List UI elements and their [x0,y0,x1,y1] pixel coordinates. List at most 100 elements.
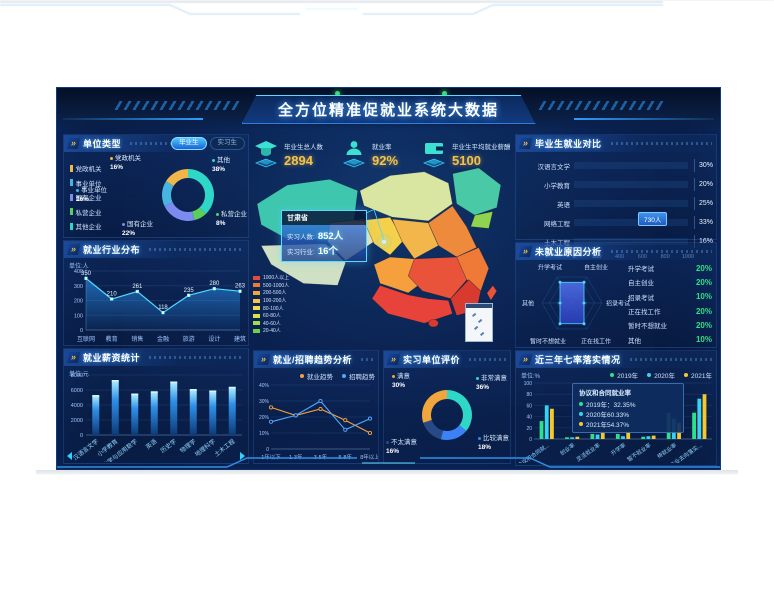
reflection-fade [0,474,774,600]
map-province[interactable] [428,205,478,258]
legend-item: 2021年 [684,370,712,380]
chart-text: 10% [259,431,270,437]
chevrons-icon: » [386,354,401,365]
map-legend-label: 500-1000人 [263,282,290,289]
stat-label: 毕业生平均就业薪酬 [452,144,511,151]
panel-header: » 近三年七率落实情况 [516,351,716,368]
chevrons-icon: » [256,354,271,365]
chart-text: 80 [526,392,532,398]
map-legend-label: 1000人以上 [263,275,290,282]
donut-label-事业单位: 事业单位 16% [76,187,107,203]
chart-text: 8000 [71,373,83,379]
china-map-zone: 甘肃省 实习人数: 852人 实习行业: 16个 1000人以上 500-1000… [251,166,509,346]
map-province[interactable] [486,284,498,302]
donut-segment-其他 [188,169,215,214]
radar-axis-label: 自主创业 [583,265,609,272]
grad-bar-pct: 33% [694,216,713,229]
legend-item: 2019年 [610,370,638,380]
legend-label: 党政机关 [75,166,102,174]
legend-label: 国有企业 [75,195,102,203]
chart-text: 210 [107,292,118,298]
graduation-cap-icon [255,141,277,168]
chart-text: 40% [259,383,270,389]
tooltip-dot [579,422,583,426]
grad-bar-label: 网络工程 [544,220,570,228]
map-legend-item: 100-200人 [253,297,289,305]
chart-text: 2000 [71,418,83,424]
header-dots-deco [610,250,712,253]
tab-interns[interactable]: 实习生 [209,137,245,150]
grad-bar-pct: 20% [694,178,713,191]
legend-bullet [70,164,73,172]
legend-dot [300,374,304,378]
prev-arrow-icon[interactable] [67,452,72,460]
stat-label: 就业率 [372,144,392,151]
stat-graduation-cap: 毕业生总人数 2894 [253,138,323,172]
bar-tooltip: 730人 [638,212,668,226]
green-dot-icon [441,91,447,96]
axis-unit-label: 单位:人 [69,264,89,270]
map-tooltip-label: 实习人数: [287,234,315,241]
dashboard: 全方位精准促就业系统大数据 » 单位类型 毕业生 实习生 党政机关 事业单位 国有企… [56,87,721,473]
mockup-floor [36,470,738,475]
legend-label: 2019年 [617,373,639,380]
map-province[interactable] [391,218,439,260]
radar-item-value: 10% [695,292,712,302]
legend-label: 私营企业 [75,209,102,217]
legend-item: 招聘趋势 [342,371,375,381]
map-legend-label: 60-80人 [263,313,281,320]
next-arrow-icon[interactable] [240,452,245,460]
chart-text: 建筑 [234,335,246,343]
donut-segment-国有企业 [164,202,195,221]
grad-bar-row: 英语 25% [520,197,713,210]
map-province[interactable] [452,167,502,216]
person-icon [343,141,365,168]
grad-bar-pct: 16% [694,235,713,248]
legend-item: 2020年 [647,370,675,380]
stat-value: 92% [372,153,399,168]
unit-type-legend: 党政机关 事业单位 国有企业 私营企业 其他企业 [70,161,102,234]
donut-label-不太满意: 不太满意 16% [386,439,417,455]
eval-donut-svg [422,390,472,440]
map-legend-item: 500-1000人 [253,282,289,290]
panel-title: 近三年七率落实情况 [535,355,621,365]
donut-segment-事业单位 [162,181,174,207]
map-tooltip-value: 852人 [317,231,344,242]
radar-list: 升学考试 20% 自主创业 20% 招录考试 10% 正在找工作 20% 暂时不想就业 20% 其他… [628,261,712,347]
header-deco-left [113,101,240,110]
map-tooltip-value: 16个 [317,246,338,257]
panel-eval: » 实习单位评价 非常满意 36% 比较满意 18% 不太满意 16% 满意 30% [383,350,511,464]
legend-bullet [70,208,73,216]
map-province[interactable] [428,319,439,328]
map-tooltip-label: 实习行业: [287,249,315,256]
bottom-circuit-deco [0,1,663,15]
map-province[interactable] [470,211,494,229]
map-legend-item: 60-80人 [253,312,289,320]
tab-graduates[interactable]: 毕业生 [171,137,207,150]
stat-text: 就业率 92% [372,138,398,168]
map-legend-label: 200-500人 [263,290,287,297]
panel-grad-compare: » 毕业生就业对比 汉语言文学30%小学教育20%英语25%网络工程33%土木工… [515,134,717,260]
legend-item: 私营企业 [70,205,102,220]
chart-text: 100 [74,313,83,319]
radar-item-label: 正在找工作 [628,309,661,317]
donut-label-满意: 满意 30% [392,373,410,389]
map-province[interactable] [371,285,453,324]
map-province[interactable] [456,247,490,292]
map-legend-label: 80-100人 [263,305,284,312]
chart-text: 40 [526,415,532,421]
radar-item-label: 暂时不想就业 [628,323,667,331]
radar-item-label: 自主创业 [628,280,654,288]
map-legend-chip [253,298,260,303]
header-dots-deco [469,358,506,361]
legend-label: 2021年 [691,373,712,380]
chart-text: 5-8年 [339,453,353,461]
chart-text: 英语 [144,437,158,451]
dashboard-header: 全方位精准促就业系统大数据 [57,88,720,130]
radar-axis-label: 正在找工作 [580,339,612,346]
tooltip-text: 2021年54.37% [586,422,630,429]
chevrons-icon: » [518,246,533,257]
unit-type-donut [122,153,248,237]
panel-radar: » 未就业原因分析 升学考试 20% 自主创业 20% 招录考试 10% 正在找工作 20% 暂… [515,242,717,348]
